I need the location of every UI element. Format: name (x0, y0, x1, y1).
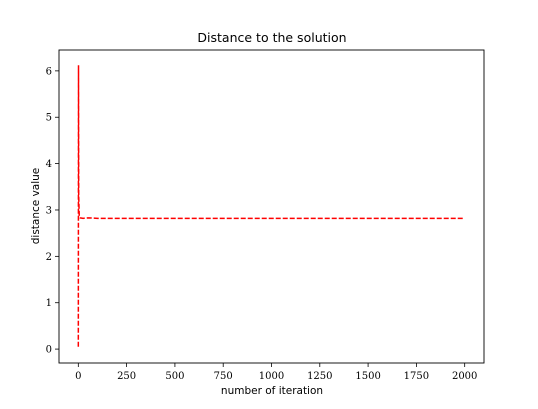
series-line-0 (77, 65, 465, 347)
y-tick-label: 0 (46, 345, 52, 356)
x-tick-label: 1750 (404, 371, 429, 382)
y-tick-label: 3 (46, 205, 52, 216)
x-axis-label: number of iteration (221, 385, 323, 397)
y-axis: 0 1 2 3 4 5 6 (46, 66, 59, 356)
x-tick-label: 250 (117, 371, 136, 382)
y-tick-label: 6 (46, 66, 52, 77)
y-axis-label: distance value (30, 168, 42, 245)
x-tick-label: 500 (165, 371, 184, 382)
x-axis: 0 250 500 750 1000 1250 1500 1750 2000 (75, 363, 477, 382)
x-tick-label: 0 (75, 371, 81, 382)
series-group (77, 65, 465, 347)
chart-title: Distance to the solution (197, 30, 346, 45)
y-tick-label: 5 (46, 113, 52, 124)
x-tick-label: 1250 (307, 371, 332, 382)
x-tick-label: 1500 (355, 371, 380, 382)
y-tick-label: 4 (46, 159, 52, 170)
x-tick-label: 1000 (259, 371, 284, 382)
plot-frame (58, 49, 485, 364)
y-tick-label: 1 (46, 298, 52, 309)
y-tick-label: 2 (46, 252, 52, 263)
x-tick-label: 2000 (452, 371, 477, 382)
x-tick-label: 750 (214, 371, 233, 382)
